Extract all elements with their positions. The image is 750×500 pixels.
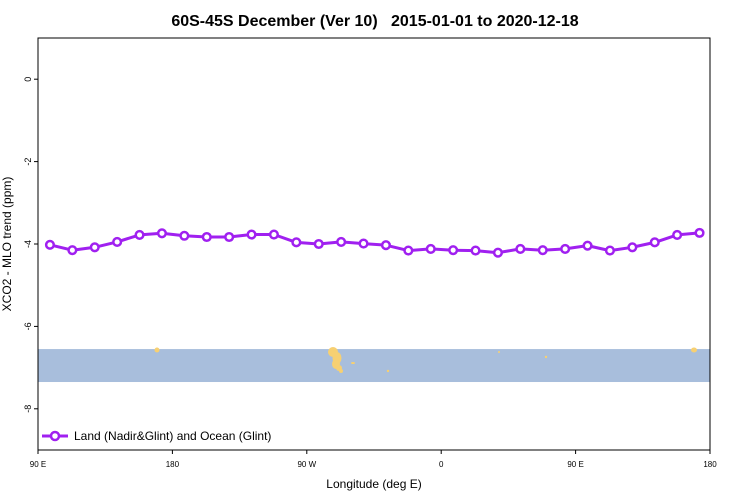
chart-title: 60S-45S December (Ver 10) 2015-01-01 to … [171,13,578,30]
y-tick-label: -4 [23,240,33,248]
x-tick-label: 90 W [297,460,316,469]
series-layer [44,227,705,258]
plot-frame [37,37,711,451]
series-point [358,238,369,249]
legend: Land (Nadir&Glint) and Ocean (Glint) [42,429,271,443]
map-strip [38,347,710,383]
series-point [336,236,347,247]
series-point [627,242,638,253]
legend-marker [49,430,61,442]
series-point [201,231,212,243]
land-patch [154,347,160,353]
y-tick-label: -6 [23,322,33,330]
series-point [112,236,123,247]
land-patch [498,351,500,353]
series-point [380,240,391,251]
y-tick-label: 0 [23,77,33,82]
series-point [537,245,548,256]
series-point [425,243,436,254]
series-point [134,229,145,240]
land-patch [339,369,343,373]
x-tick-label: 90 E [567,460,583,469]
series-point [470,245,481,256]
series-point [515,243,526,254]
series-point [89,242,100,253]
series-point [560,243,571,254]
x-axis: 90 E 180 90 W 0 90 E 180 [30,450,717,469]
series-point [694,227,705,238]
series-point [44,239,55,250]
x-tick-label: 180 [703,460,717,469]
series-point [672,229,683,240]
x-tick-label: 180 [166,460,180,469]
y-tick-label: -2 [23,158,33,166]
series-point [403,245,414,256]
series-point [268,229,279,240]
land-patch [386,369,390,373]
series-line [49,231,700,255]
series-point [67,245,78,256]
y-axis: 0 -2 -4 -6 -8 [23,77,38,413]
series-point [492,247,503,258]
y-tick-label: -8 [23,405,33,413]
series-point [582,240,593,251]
series-point [291,237,302,248]
series-point [179,230,190,241]
land-patch [544,355,548,359]
x-axis-label: Longitude (deg E) [326,477,421,491]
y-axis-label: XCO2 - MLO trend (ppm) [0,177,14,312]
series-point [246,229,257,240]
land-patch [691,347,697,353]
x-tick-label: 90 E [30,460,46,469]
series-point [649,237,660,248]
series-point [156,228,167,239]
series-point [224,231,235,243]
ocean-band [38,349,710,383]
land-patch [351,362,355,364]
series-point [313,238,324,250]
series-point [448,245,459,256]
legend-label: Land (Nadir&Glint) and Ocean (Glint) [74,429,271,443]
x-tick-label: 0 [439,460,444,469]
series-point [604,245,615,256]
